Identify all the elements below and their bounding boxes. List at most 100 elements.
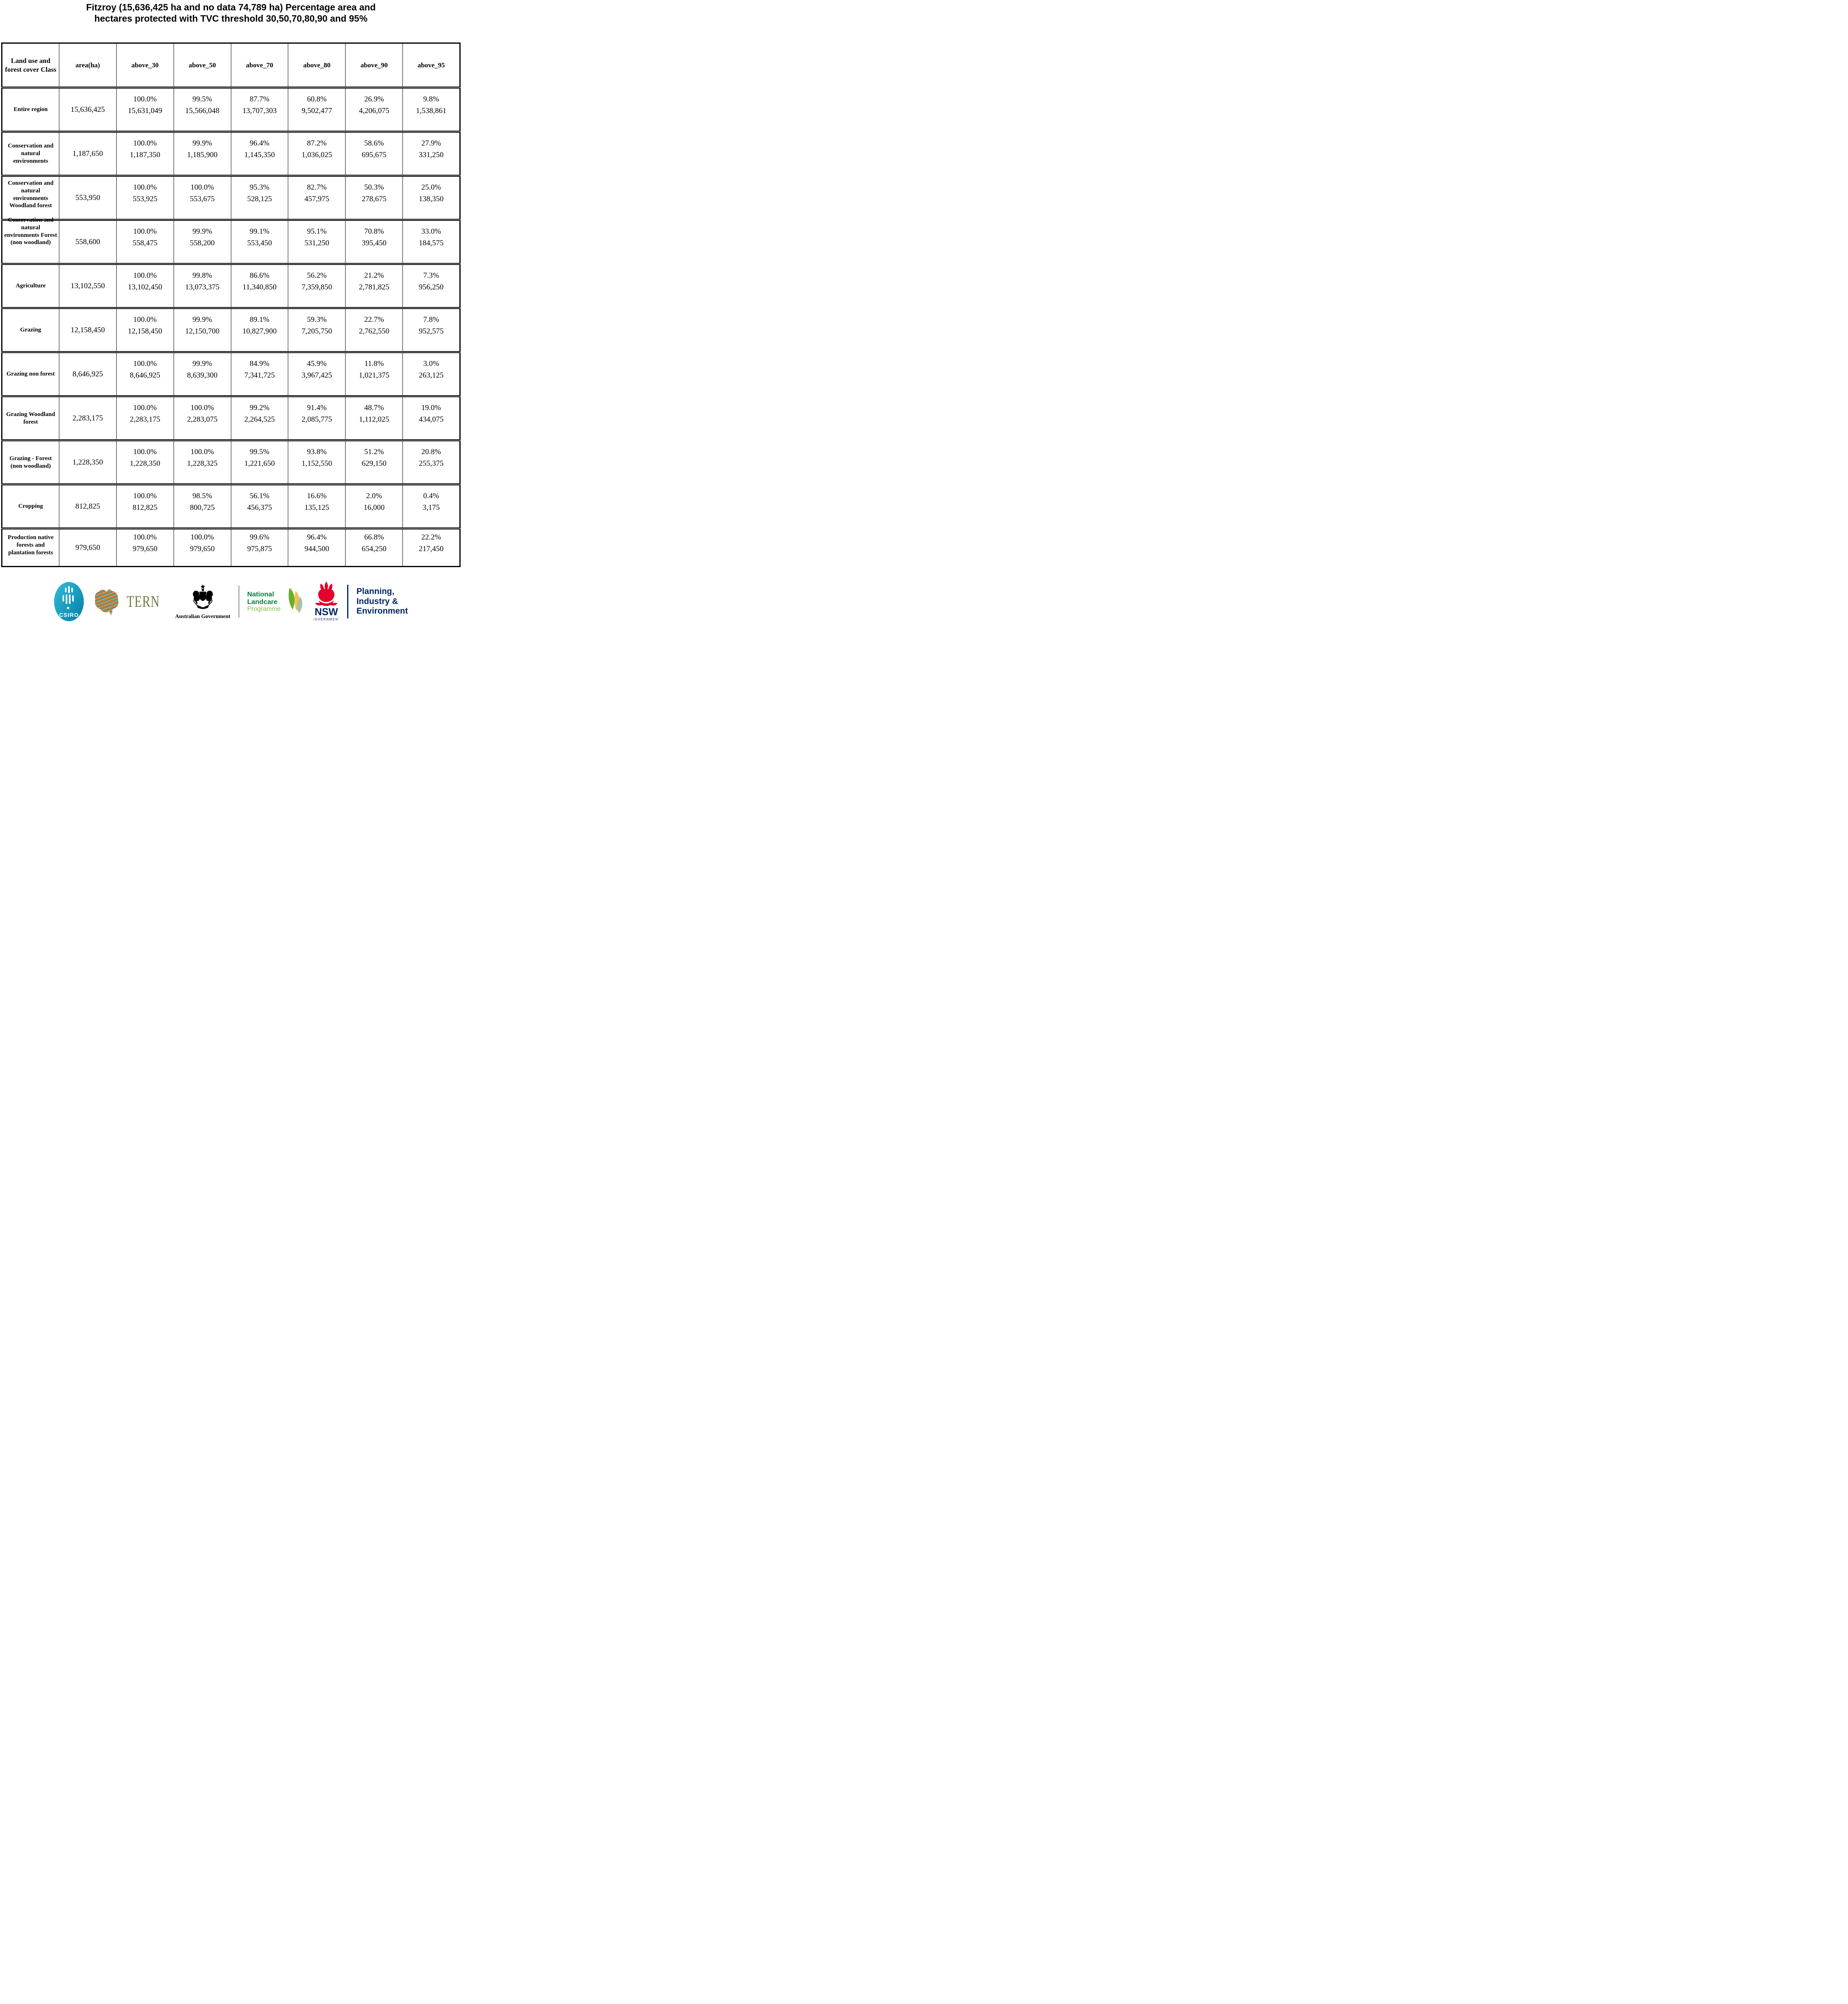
hectares-value: 952,575: [419, 327, 444, 335]
area-value: 553,950: [59, 176, 117, 220]
percent-value: 91.4%: [307, 404, 327, 412]
hectares-value: 654,250: [362, 544, 387, 553]
metric-cell: 33.0% 184,575: [402, 220, 460, 264]
hectares-value: 944,500: [304, 544, 330, 553]
metric-cell: 87.2% 1,036,025: [288, 131, 346, 176]
metric-cell: 93.8% 1,152,550: [288, 440, 346, 485]
planning-line-1: Planning,: [356, 586, 394, 596]
percent-value: 82.7%: [307, 183, 327, 192]
page-title: Fitzroy (15,636,425 ha and no data 74,78…: [0, 0, 462, 24]
percent-value: 33.0%: [421, 227, 441, 236]
hectares-value: 263,125: [419, 371, 444, 380]
table-row: Grazing - Forest (non woodland) 1,228,350…: [2, 440, 460, 485]
hectares-value: 10,827,900: [242, 327, 277, 335]
metric-cell: 56.1% 456,375: [230, 484, 289, 529]
table-row: Cropping 812,825 100.0% 812,825 98.5% 800,725…: [2, 484, 460, 529]
hectares-value: 2,762,550: [359, 327, 390, 335]
metric-cell: 100.0% 1,187,350: [116, 131, 174, 176]
percent-value: 100.0%: [133, 183, 157, 192]
row-label: Grazing: [20, 327, 41, 333]
percent-value: 84.9%: [249, 360, 269, 368]
metric-cell: 100.0% 1,228,325: [173, 440, 231, 485]
percent-value: 21.2%: [364, 271, 384, 280]
row-label: Grazing non forest: [6, 371, 55, 378]
percent-value: 25.0%: [421, 183, 441, 192]
percent-value: 100.0%: [133, 448, 157, 457]
metric-cell: 26.9% 4,206,075: [345, 87, 403, 132]
percent-value: 96.4%: [249, 139, 269, 148]
hectares-value: 16,000: [364, 503, 385, 512]
hectares-value: 558,475: [132, 238, 158, 247]
percent-value: 99.9%: [192, 139, 212, 148]
hectares-value: 8,639,300: [187, 371, 218, 380]
row-label-cell: Entire region: [2, 87, 59, 132]
percent-value: 99.9%: [192, 360, 212, 368]
percent-value: 100.0%: [133, 360, 157, 368]
metric-cell: 99.9% 558,200: [173, 220, 231, 264]
metric-cell: 95.3% 528,125: [230, 176, 289, 220]
report-page: Fitzroy (15,636,425 ha and no data 74,78…: [0, 0, 462, 625]
planning-line-3: Environment: [356, 606, 408, 616]
row-label-cell: Conservation and natural environments: [2, 131, 59, 176]
nsw-waratah-icon: NSW GOVERNMENT: [313, 582, 339, 621]
table-row: Grazing Woodland forest 2,283,175 100.0% 2,…: [2, 396, 460, 440]
hectares-value: 553,450: [247, 238, 272, 247]
metric-cell: 99.9% 8,639,300: [173, 352, 231, 396]
hectares-value: 1,145,350: [244, 150, 275, 159]
percent-value: 99.2%: [249, 404, 269, 412]
hectares-value: 7,359,850: [301, 283, 332, 291]
hectares-value: 331,250: [419, 150, 444, 159]
percent-value: 56.2%: [307, 271, 327, 280]
percent-value: 87.7%: [249, 95, 269, 104]
table-row: Agriculture 13,102,550 100.0% 13,102,450 99.…: [2, 264, 460, 308]
row-label: Conservation and natural environments Wo…: [8, 180, 54, 209]
row-label-cell: Conservation and natural environments Wo…: [2, 176, 59, 220]
percent-value: 3.0%: [423, 360, 439, 368]
national-landcare-logo: National Landcare Programme: [247, 587, 306, 616]
area-value: 13,102,550: [59, 264, 117, 308]
metric-cell: 89.1% 10,827,900: [230, 308, 289, 352]
row-label: Conservation and natural environments Fo…: [4, 217, 57, 246]
percent-value: 95.1%: [307, 227, 327, 236]
percent-value: 60.8%: [307, 95, 327, 104]
hectares-value: 184,575: [419, 238, 444, 247]
row-label: Grazing - Forest (non woodland): [9, 455, 52, 469]
table-row: Production native forests and plantation…: [2, 528, 460, 567]
row-label-cell: Agriculture: [2, 264, 59, 308]
row-label-cell: Production native forests and plantation…: [2, 528, 59, 567]
hectares-value: 217,450: [419, 544, 444, 553]
metric-cell: 84.9% 7,341,725: [230, 352, 289, 396]
metric-cell: 100.0% 979,650: [116, 528, 174, 567]
metric-cell: 100.0% 8,646,925: [116, 352, 174, 396]
hectares-value: 13,707,303: [242, 106, 277, 115]
table-row: Conservation and natural environments Wo…: [2, 176, 460, 220]
metric-cell: 45.9% 3,967,425: [288, 352, 346, 396]
table-row: Grazing non forest 8,646,925 100.0% 8,646,9…: [2, 352, 460, 396]
row-label-cell: Cropping: [2, 484, 59, 529]
csiro-starburst-icon: CSIRO: [54, 582, 84, 622]
metric-cell: 99.6% 975,875: [230, 528, 289, 567]
metric-cell: 20.8% 255,375: [402, 440, 460, 485]
metric-cell: 100.0% 12,158,450: [116, 308, 174, 352]
row-label: Entire region: [14, 106, 48, 113]
percent-value: 100.0%: [133, 271, 157, 280]
table-body: Entire region 15,636,425 100.0% 15,631,049 9…: [2, 87, 460, 567]
hectares-value: 9,502,477: [301, 106, 332, 115]
table-row: Conservation and natural environments Fo…: [2, 217, 460, 264]
metric-cell: 100.0% 812,825: [116, 484, 174, 529]
hectares-value: 395,450: [362, 238, 387, 247]
hectares-value: 15,631,049: [127, 106, 162, 115]
percent-value: 0.4%: [423, 492, 439, 501]
percent-value: 7.3%: [423, 271, 439, 280]
metric-cell: 87.7% 13,707,303: [230, 87, 289, 132]
percent-value: 100.0%: [190, 183, 214, 192]
metric-cell: 51.2% 629,150: [345, 440, 403, 485]
percent-value: 9.8%: [423, 95, 439, 104]
percent-value: 100.0%: [190, 533, 214, 542]
hectares-value: 135,125: [304, 503, 330, 512]
row-label-cell: Grazing - Forest (non woodland): [2, 440, 59, 485]
metric-cell: 16.6% 135,125: [288, 484, 346, 529]
hectares-value: 695,675: [362, 150, 387, 159]
column-header-5: above_80: [288, 43, 346, 88]
metric-cell: 100.0% 979,650: [173, 528, 231, 567]
